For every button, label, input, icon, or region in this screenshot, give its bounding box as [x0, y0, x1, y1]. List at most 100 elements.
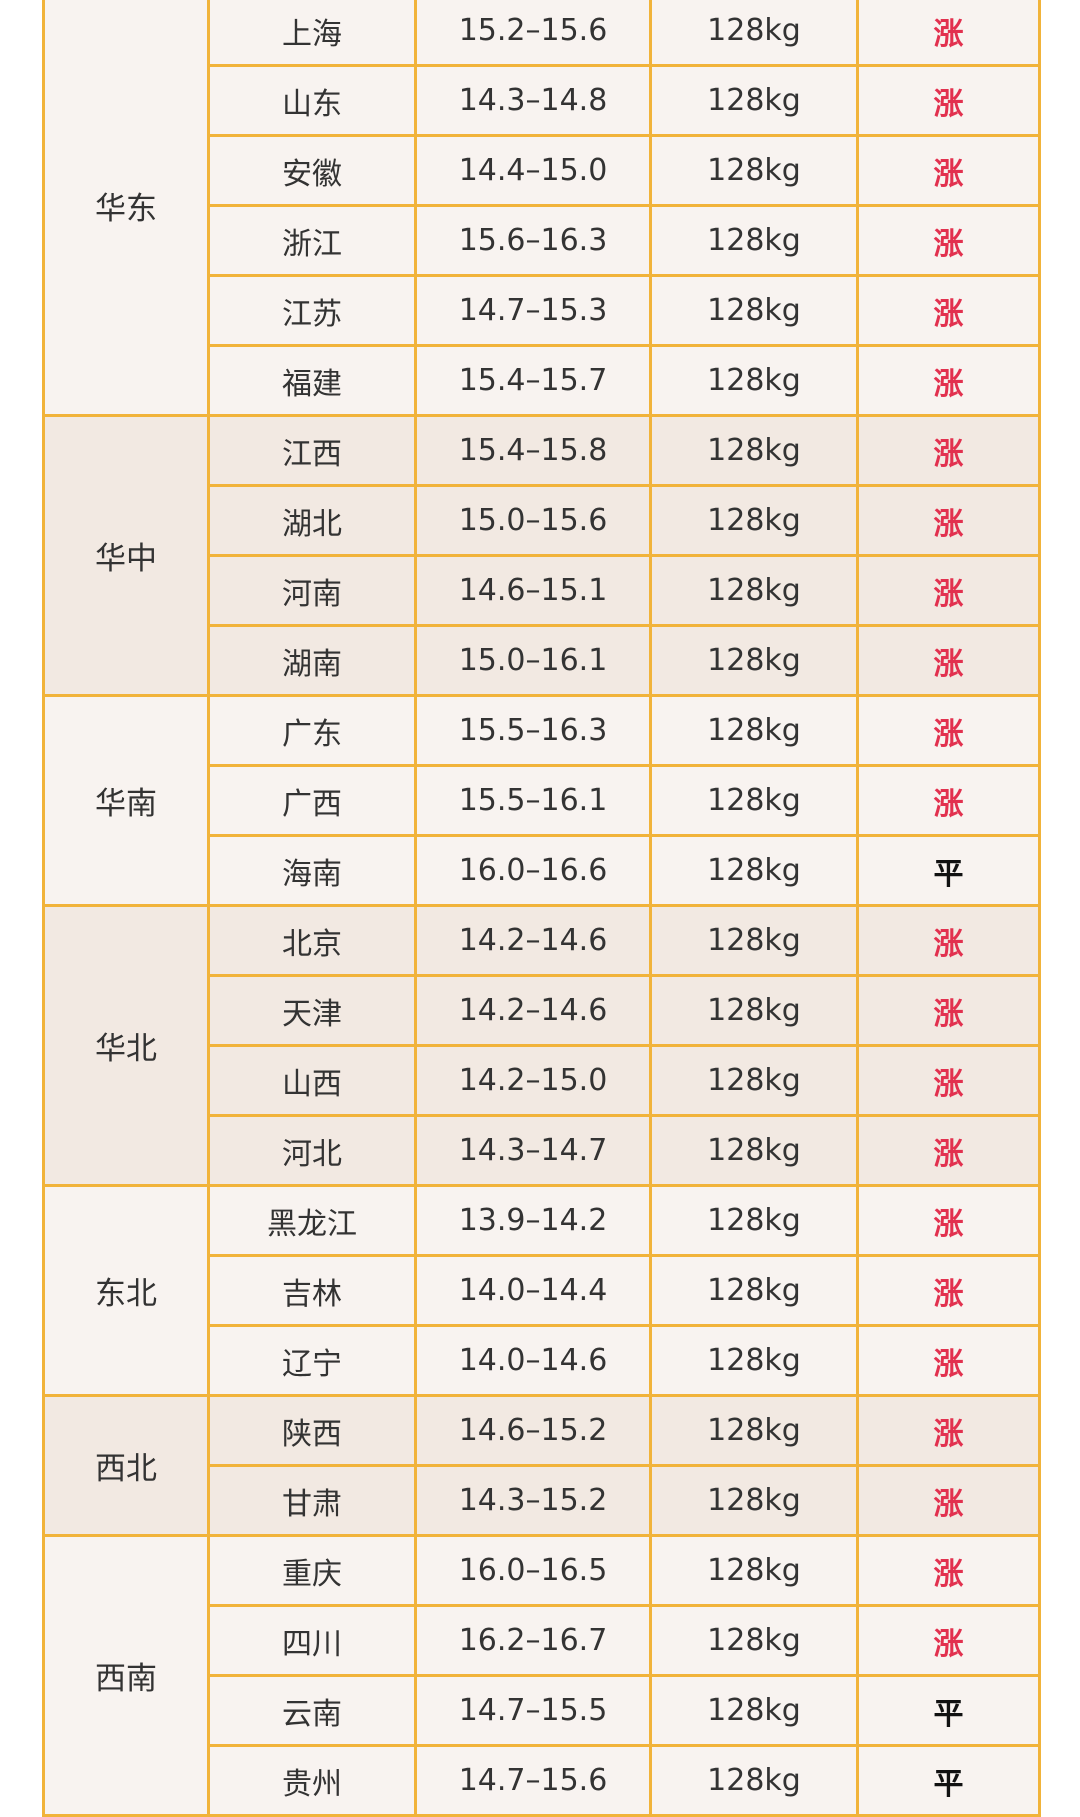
weight-cell: 128kg [649, 624, 859, 697]
price-cell: 14.0–14.6 [414, 1324, 652, 1397]
table-row: 吉林 14.0–14.4 128kg 涨 [44, 1254, 1041, 1327]
trend-cell: 涨 [856, 904, 1041, 977]
trend-cell: 涨 [856, 764, 1041, 837]
weight-cell: 128kg [649, 1674, 859, 1747]
price-cell: 14.3–15.2 [414, 1464, 652, 1537]
price-cell: 13.9–14.2 [414, 1184, 652, 1257]
table-row: 西北 陕西 14.6–15.2 128kg 涨 [42, 1394, 1041, 1537]
table-row: 海南 16.0–16.6 128kg 平 [44, 834, 1041, 907]
weight-cell: 128kg [649, 764, 859, 837]
trend-cell: 涨 [856, 344, 1041, 417]
province-cell: 江苏 [207, 274, 417, 347]
price-cell: 15.5–16.3 [414, 694, 652, 767]
table-row: 华南 广东 15.5–16.3 128kg 涨 [42, 694, 1041, 907]
table-row: 山西 14.2–15.0 128kg 涨 [44, 1044, 1041, 1117]
trend-cell: 涨 [856, 1324, 1041, 1397]
weight-cell: 128kg [649, 344, 859, 417]
table-row: 华北 北京 14.2–14.6 128kg 涨 [42, 904, 1041, 1187]
price-cell: 15.4–15.7 [414, 344, 652, 417]
trend-cell: 涨 [856, 204, 1041, 277]
weight-cell: 128kg [649, 1464, 859, 1537]
price-cell: 14.7–15.6 [414, 1744, 652, 1817]
province-cell: 辽宁 [207, 1324, 417, 1397]
table-row: 福建 15.4–15.7 128kg 涨 [44, 344, 1041, 417]
province-cell: 安徽 [207, 134, 417, 207]
price-cell: 14.4–15.0 [414, 134, 652, 207]
weight-cell: 128kg [649, 1184, 859, 1257]
province-cell: 重庆 [207, 1534, 417, 1607]
trend-cell: 涨 [856, 1044, 1041, 1117]
weight-cell: 128kg [649, 1254, 859, 1327]
price-cell: 14.2–15.0 [414, 1044, 652, 1117]
trend-cell: 涨 [856, 1534, 1041, 1607]
province-cell: 黑龙江 [207, 1184, 417, 1257]
province-cell: 海南 [207, 834, 417, 907]
table-row: 西南 重庆 16.0–16.5 128kg 涨 [42, 1534, 1041, 1817]
price-cell: 14.6–15.1 [414, 554, 652, 627]
trend-cell: 涨 [856, 1604, 1041, 1677]
table-row: 河北 14.3–14.7 128kg 涨 [44, 1114, 1041, 1187]
table-row: 天津 14.2–14.6 128kg 涨 [44, 974, 1041, 1047]
province-cell: 上海 [207, 0, 417, 67]
trend-cell: 涨 [856, 414, 1041, 487]
region-cell: 西南 [42, 1534, 210, 1817]
province-cell: 贵州 [207, 1744, 417, 1817]
province-cell: 陕西 [207, 1394, 417, 1467]
weight-cell: 128kg [649, 1744, 859, 1817]
weight-cell: 128kg [649, 974, 859, 1047]
weight-cell: 128kg [649, 554, 859, 627]
price-cell: 14.3–14.7 [414, 1114, 652, 1187]
province-cell: 湖北 [207, 484, 417, 557]
trend-cell: 涨 [856, 274, 1041, 347]
trend-cell: 涨 [856, 1464, 1041, 1537]
trend-cell: 涨 [856, 1254, 1041, 1327]
province-cell: 广东 [207, 694, 417, 767]
province-cell: 河南 [207, 554, 417, 627]
weight-cell: 128kg [649, 414, 859, 487]
trend-cell: 涨 [856, 624, 1041, 697]
price-cell: 16.0–16.5 [414, 1534, 652, 1607]
weight-cell: 128kg [649, 1114, 859, 1187]
province-cell: 湖南 [207, 624, 417, 697]
weight-cell: 128kg [649, 1044, 859, 1117]
price-cell: 15.6–16.3 [414, 204, 652, 277]
region-cell: 华东 [42, 0, 210, 417]
trend-cell: 平 [856, 834, 1041, 907]
weight-cell: 128kg [649, 1394, 859, 1467]
weight-cell: 128kg [649, 484, 859, 557]
region-cell: 华北 [42, 904, 210, 1187]
price-cell: 14.2–14.6 [414, 974, 652, 1047]
weight-cell: 128kg [649, 0, 859, 67]
price-cell: 15.5–16.1 [414, 764, 652, 837]
weight-cell: 128kg [649, 834, 859, 907]
table-row: 江苏 14.7–15.3 128kg 涨 [44, 274, 1041, 347]
price-cell: 16.2–16.7 [414, 1604, 652, 1677]
trend-cell: 涨 [856, 554, 1041, 627]
table-row: 安徽 14.4–15.0 128kg 涨 [44, 134, 1041, 207]
price-cell: 15.0–16.1 [414, 624, 652, 697]
price-cell: 14.7–15.5 [414, 1674, 652, 1747]
trend-cell: 涨 [856, 1184, 1041, 1257]
province-cell: 河北 [207, 1114, 417, 1187]
province-cell: 云南 [207, 1674, 417, 1747]
weight-cell: 128kg [649, 274, 859, 347]
trend-cell: 平 [856, 1744, 1041, 1817]
weight-cell: 128kg [649, 134, 859, 207]
trend-cell: 涨 [856, 64, 1041, 137]
table-row: 华中 江西 15.4–15.8 128kg 涨 [42, 414, 1041, 697]
table-row: 甘肃 14.3–15.2 128kg 涨 [44, 1464, 1041, 1537]
trend-cell: 涨 [856, 0, 1041, 67]
table-row: 湖北 15.0–15.6 128kg 涨 [44, 484, 1041, 557]
trend-cell: 涨 [856, 134, 1041, 207]
table-row: 华东 上海 15.2–15.6 128kg 涨 [42, 0, 1041, 417]
region-cell: 华南 [42, 694, 210, 907]
province-cell: 四川 [207, 1604, 417, 1677]
province-cell: 山东 [207, 64, 417, 137]
trend-cell: 平 [856, 1674, 1041, 1747]
weight-cell: 128kg [649, 64, 859, 137]
trend-cell: 涨 [856, 1394, 1041, 1467]
table-row: 山东 14.3–14.8 128kg 涨 [44, 64, 1041, 137]
price-cell: 14.6–15.2 [414, 1394, 652, 1467]
weight-cell: 128kg [649, 1534, 859, 1607]
province-cell: 北京 [207, 904, 417, 977]
